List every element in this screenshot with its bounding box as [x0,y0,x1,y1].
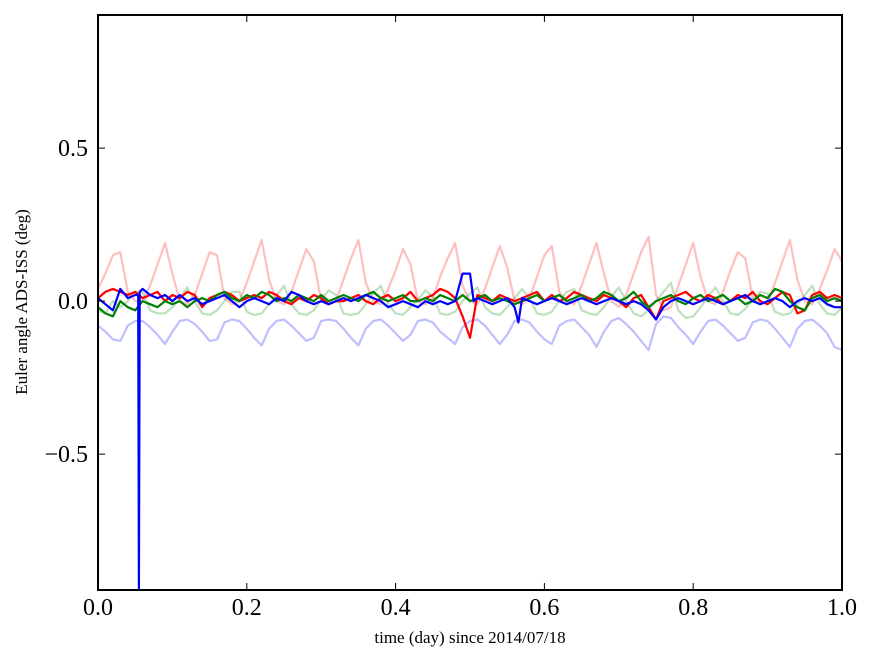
plot-background [98,15,842,590]
series-line-pitch [98,287,842,318]
plot-frame [97,14,843,591]
x-axis-label: time (day) since 2014/07/18 [374,628,565,647]
ticks-layer: 0.0 0.2 0.4 0.6 0.8 1.0 −0.5 0.0 0.5 [44,15,857,621]
y-tick-label: 0.0 [58,289,88,315]
x-tick-label: 0.2 [232,595,262,621]
y-tick-label: −0.5 [44,442,88,468]
x-tick-label: 0.6 [529,595,559,621]
series-layer [98,235,842,590]
y-axis-label: Euler angle ADS-ISS (deg) [12,209,31,395]
x-tick-label: 0.0 [83,595,113,621]
series-line-pitch-reference [98,281,842,320]
series-line-yaw [98,272,842,590]
y-tick-label: 0.5 [58,136,88,162]
x-tick-label: 1.0 [827,595,857,621]
x-tick-label: 0.4 [381,595,411,621]
x-tick-label: 0.8 [678,595,708,621]
series-line-yaw-reference [98,315,842,352]
